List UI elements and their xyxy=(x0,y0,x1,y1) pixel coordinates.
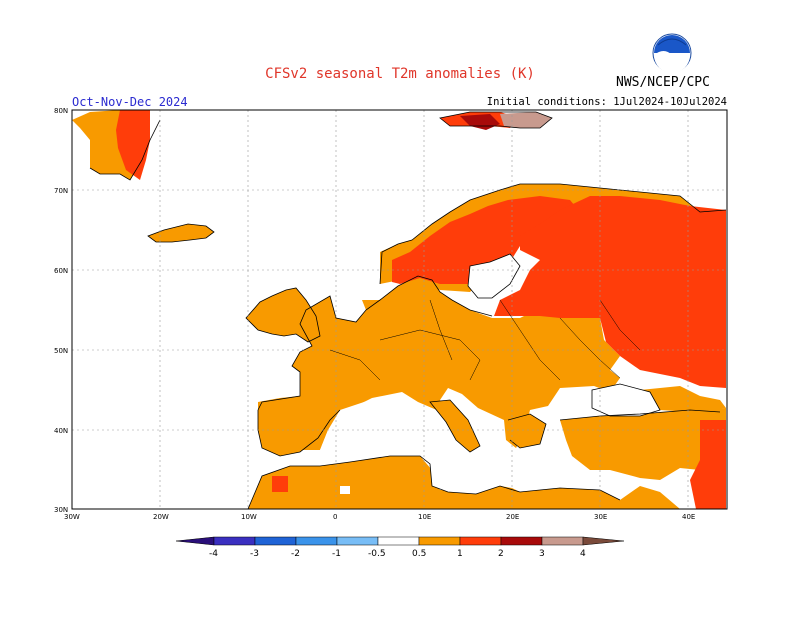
initial-conditions-label: Initial conditions: 1Jul2024-10Jul2024 xyxy=(486,96,727,108)
coastline-greenland xyxy=(89,119,161,181)
finland-russia-red-region xyxy=(494,196,726,388)
lat-tick-label: 30N xyxy=(54,506,68,514)
sahara-neutral-patch xyxy=(340,486,350,494)
coastlines xyxy=(89,111,727,510)
map-frame xyxy=(71,109,728,510)
country-borders xyxy=(329,299,641,381)
lon-tick-label: 40E xyxy=(682,513,695,521)
coastline-iberia xyxy=(257,409,341,457)
baltic-neutral xyxy=(468,254,520,298)
iceland-orange-region xyxy=(148,224,214,242)
coastline-cyprus-turkey xyxy=(559,409,721,421)
lon-tick-label: 10W xyxy=(241,513,257,521)
neutral-areas xyxy=(320,254,660,494)
coastline-scandinavia xyxy=(379,183,727,285)
lat-tick-label: 40N xyxy=(54,427,68,435)
chart-title: CFSv2 seasonal T2m anomalies (K) xyxy=(265,66,535,82)
europe-orange-region xyxy=(258,276,620,450)
anomaly-red-areas xyxy=(116,110,726,509)
uk-orange-region xyxy=(246,288,320,342)
lon-tick-label: 20E xyxy=(506,513,519,521)
caucasus-orange xyxy=(640,386,726,412)
lon-tick-labels: 30W 20W 10W 0 10E 20E 30E 40E xyxy=(64,513,695,521)
season-label: Oct-Nov-Dec 2024 xyxy=(72,95,188,109)
greenland-red-region xyxy=(116,110,150,180)
morocco-red-patch xyxy=(272,476,288,492)
lon-tick-label: 10E xyxy=(418,513,431,521)
coastline-uk xyxy=(245,287,321,343)
lat-tick-label: 70N xyxy=(54,187,68,195)
italy-balkans-orange xyxy=(430,400,480,452)
lon-tick-label: 0 xyxy=(333,513,337,521)
scandinavia-red-region xyxy=(392,196,580,284)
coastline-iceland xyxy=(147,223,215,243)
coastline-baltic xyxy=(467,253,521,299)
middle-east-red-region xyxy=(690,420,726,509)
black-sea-neutral xyxy=(592,384,660,416)
svalbard-pink-region xyxy=(500,112,552,128)
lat-tick-labels: 80N 70N 60N 50N 40N 30N xyxy=(54,107,68,514)
iberia-orange-region xyxy=(258,394,340,456)
map-panel: 80N 70N 60N 50N 40N 30N 30W 20W 10W 0 10… xyxy=(54,107,728,521)
north-africa-orange xyxy=(248,456,680,509)
lon-tick-label: 30E xyxy=(594,513,607,521)
coastline-svalbard xyxy=(439,111,553,129)
turkey-orange-region xyxy=(560,408,726,509)
lat-tick-label: 50N xyxy=(54,347,68,355)
coastline-greece xyxy=(507,413,547,449)
agency-label: NWS/NCEP/CPC xyxy=(616,75,710,90)
lon-tick-label: 20W xyxy=(153,513,169,521)
coastline-europe xyxy=(257,275,493,411)
coastline-italy xyxy=(429,399,481,453)
mediterranean-neutral xyxy=(320,396,470,490)
lat-tick-label: 80N xyxy=(54,107,68,115)
noaa-logo-icon xyxy=(652,33,692,73)
coastline-africa xyxy=(247,455,621,510)
graticule xyxy=(72,110,727,509)
lon-tick-label: 30W xyxy=(64,513,80,521)
lat-tick-label: 60N xyxy=(54,267,68,275)
greece-orange xyxy=(508,414,546,448)
